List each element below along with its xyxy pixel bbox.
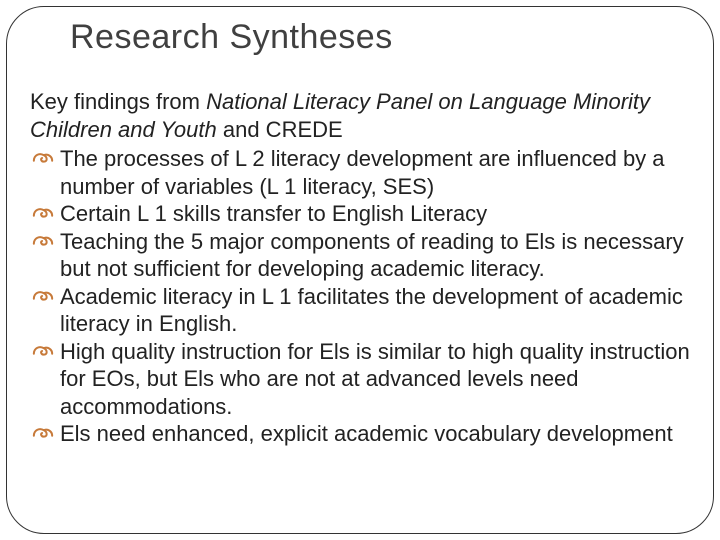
swirl-bullet-icon (32, 287, 54, 305)
swirl-bullet-icon (32, 424, 54, 442)
swirl-bullet-icon (32, 342, 54, 360)
intro-paragraph: Key findings from National Literacy Pane… (30, 88, 690, 143)
list-item: Els need enhanced, explicit academic voc… (30, 420, 690, 448)
list-item: Academic literacy in L 1 facilitates the… (30, 283, 690, 338)
bullet-text: Els need enhanced, explicit academic voc… (60, 421, 673, 446)
list-item: High quality instruction for Els is simi… (30, 338, 690, 421)
bullet-text: High quality instruction for Els is simi… (60, 339, 690, 419)
bullet-text: The processes of L 2 literacy developmen… (60, 146, 665, 199)
bullet-list: The processes of L 2 literacy developmen… (30, 145, 690, 448)
slide-body: Key findings from National Literacy Pane… (30, 88, 690, 448)
intro-prefix: Key findings from (30, 89, 206, 114)
list-item: Teaching the 5 major components of readi… (30, 228, 690, 283)
list-item: The processes of L 2 literacy developmen… (30, 145, 690, 200)
swirl-bullet-icon (32, 149, 54, 167)
swirl-bullet-icon (32, 232, 54, 250)
list-item: Certain L 1 skills transfer to English L… (30, 200, 690, 228)
bullet-text: Certain L 1 skills transfer to English L… (60, 201, 487, 226)
intro-suffix: and CREDE (217, 117, 343, 142)
slide-title: Research Syntheses (70, 18, 393, 57)
slide: Research Syntheses Key findings from Nat… (0, 0, 720, 540)
swirl-bullet-icon (32, 204, 54, 222)
bullet-text: Teaching the 5 major components of readi… (60, 229, 684, 282)
bullet-text: Academic literacy in L 1 facilitates the… (60, 284, 683, 337)
